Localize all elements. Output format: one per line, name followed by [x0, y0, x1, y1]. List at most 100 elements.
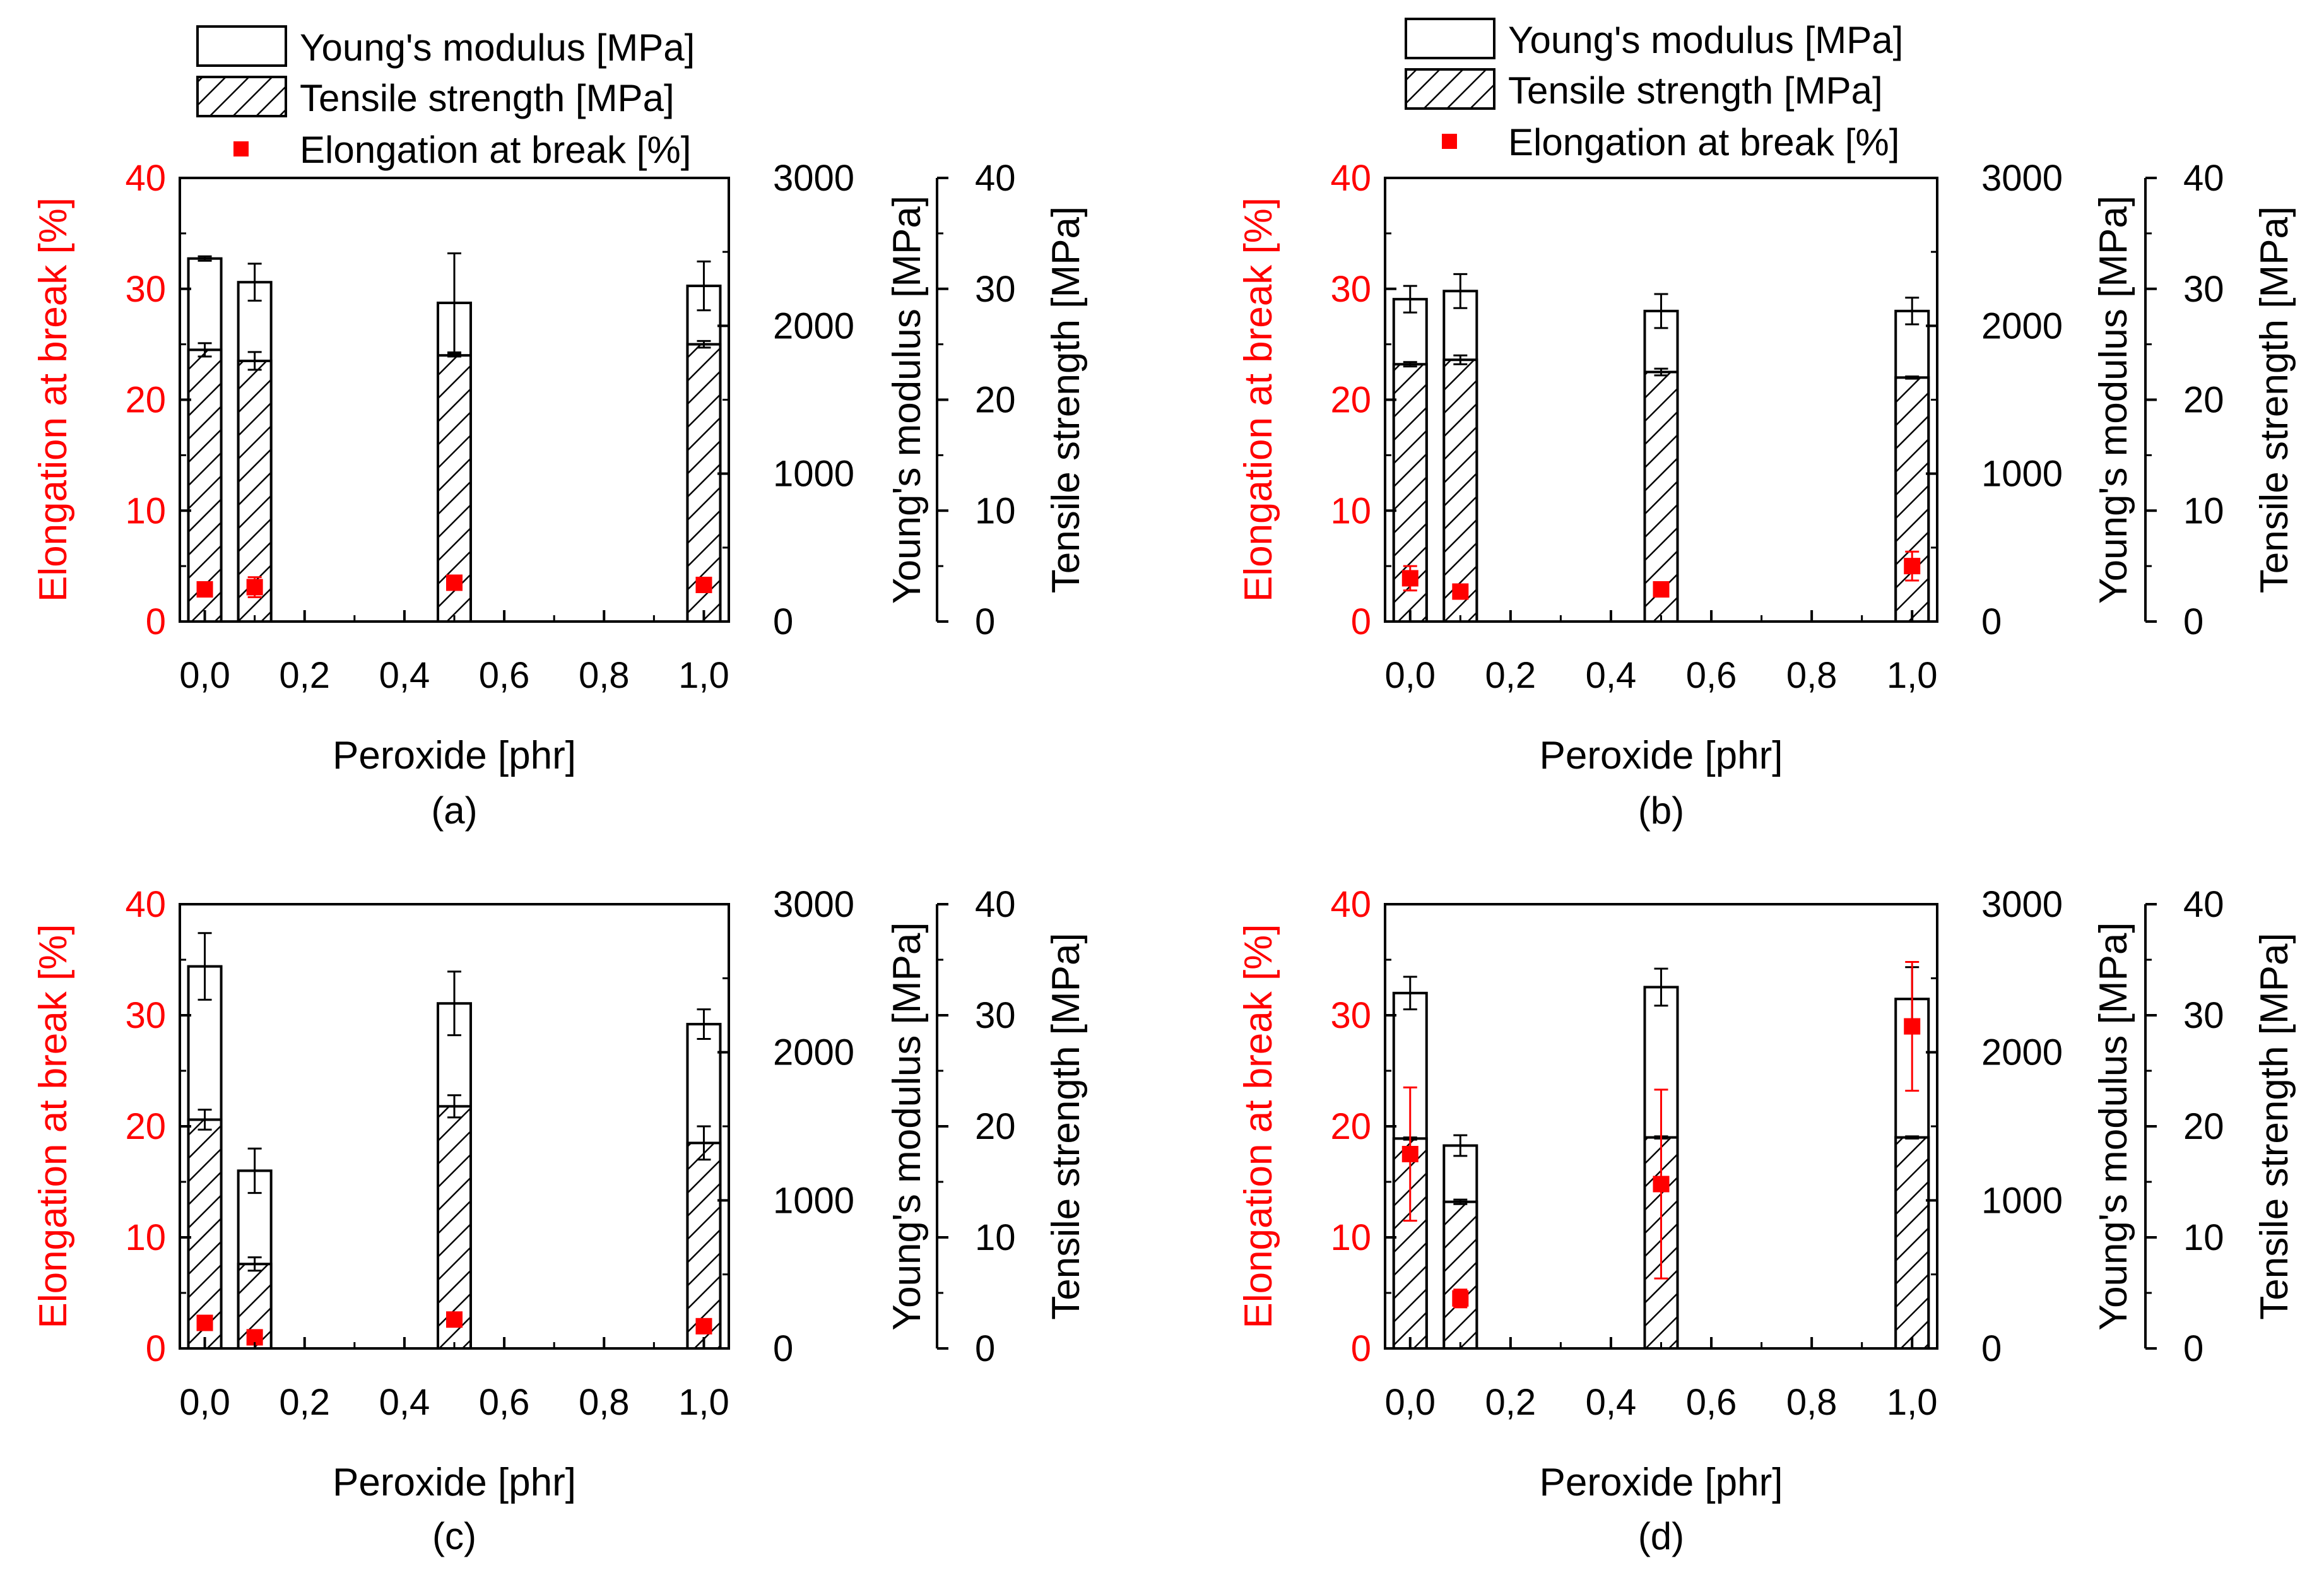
x-axis-tick-label: 1,0 — [1887, 655, 1938, 696]
youngs-axis-tick-label: 2000 — [1981, 1032, 2063, 1073]
youngs-axis-tick-label: 3000 — [773, 884, 854, 925]
elongation-marker — [1452, 1290, 1469, 1307]
tensile-axis-label: Tensile strength [MPa] — [1044, 206, 1088, 593]
legend-a-elongation-label: Elongation at break [%] — [300, 129, 691, 171]
youngs-axis-label: Young's modulus [MPa] — [2092, 922, 2135, 1330]
tensile-axis-label: Tensile strength [MPa] — [1044, 933, 1088, 1319]
left-axis-tick-label: 10 — [1330, 1217, 1371, 1258]
elongation-marker — [695, 577, 712, 594]
legend-a-youngs-label: Young's modulus [MPa] — [300, 27, 695, 69]
youngs-axis-tick-label: 2000 — [773, 1032, 854, 1073]
tensile-axis-tick-label: 40 — [975, 158, 1016, 199]
elongation-marker — [446, 574, 463, 591]
tensile-bar — [1442, 1200, 1478, 1350]
legend-b-elongation-marker — [1442, 134, 1457, 149]
x-axis-label: Peroxide [phr] — [1540, 734, 1783, 777]
left-axis-label: Elongation at break [%] — [32, 198, 75, 602]
tensile-bar — [187, 1118, 223, 1350]
tensile-axis-tick-label: 30 — [2183, 269, 2224, 310]
legend-a-tensile-label: Tensile strength [MPa] — [300, 77, 675, 119]
tensile-axis-tick-label: 10 — [2183, 490, 2224, 531]
youngs-axis-tick-label: 3000 — [1981, 158, 2063, 199]
left-axis-tick-label: 10 — [125, 1217, 166, 1258]
youngs-axis-label: Young's modulus [MPa] — [885, 922, 929, 1330]
tensile-axis-tick-label: 20 — [2183, 1106, 2224, 1147]
left-axis-tick-label: 0 — [146, 601, 166, 642]
elongation-marker — [446, 1311, 463, 1328]
x-axis-tick-label: 1,0 — [1887, 1382, 1938, 1423]
left-axis-tick-label: 40 — [125, 884, 166, 925]
tensile-axis-tick-label: 10 — [975, 1217, 1016, 1258]
x-axis-tick-label: 0,0 — [179, 1382, 230, 1423]
elongation-marker — [1904, 558, 1921, 575]
tensile-axis-tick-label: 0 — [2183, 601, 2203, 642]
x-axis-tick-label: 0,6 — [479, 655, 530, 696]
left-axis-tick-label: 40 — [125, 158, 166, 199]
youngs-axis-tick-label: 1000 — [1981, 1180, 2063, 1221]
x-axis-tick-label: 0,6 — [1686, 1382, 1737, 1423]
x-axis-tick-label: 0,4 — [379, 655, 430, 696]
left-axis-tick-label: 20 — [1330, 380, 1371, 421]
tensile-axis-label: Tensile strength [MPa] — [2253, 933, 2296, 1319]
x-axis-label: Peroxide [phr] — [1540, 1461, 1783, 1504]
x-axis-tick-label: 0,8 — [1786, 655, 1837, 696]
tensile-bar — [1442, 358, 1478, 623]
youngs-axis-tick-label: 1000 — [773, 454, 854, 495]
left-axis-tick-label: 10 — [1330, 490, 1371, 531]
elongation-marker — [1401, 570, 1419, 587]
tensile-bar — [1894, 376, 1930, 623]
panel-label: (c) — [432, 1515, 476, 1557]
panel-label: (a) — [431, 789, 477, 832]
panel-label: (d) — [1638, 1515, 1684, 1557]
left-axis-tick-label: 40 — [1330, 884, 1371, 925]
x-axis-tick-label: 0,2 — [279, 1382, 330, 1423]
youngs-axis-tick-label: 0 — [1981, 1328, 2002, 1369]
tensile-axis-tick-label: 30 — [2183, 995, 2224, 1036]
youngs-axis-tick-label: 0 — [773, 1328, 793, 1369]
left-axis-tick-label: 20 — [1330, 1106, 1371, 1147]
left-axis-tick-label: 0 — [1351, 601, 1371, 642]
legend-b: Young's modulus [MPa] Tensile strength [… — [1405, 18, 1903, 163]
tensile-axis-tick-label: 30 — [975, 995, 1016, 1036]
left-axis-tick-label: 30 — [125, 269, 166, 310]
tensile-axis-tick-label: 0 — [2183, 1328, 2203, 1369]
tensile-axis-tick-label: 20 — [2183, 380, 2224, 421]
youngs-axis-tick-label: 3000 — [773, 158, 854, 199]
elongation-marker — [695, 1318, 712, 1335]
panel-a: 0 10 20 30 40 0 1000 2000 3000 0 10 20 30 40 0,0 0,2 0,4… — [32, 158, 1088, 832]
left-axis-tick-label: 20 — [125, 380, 166, 421]
legend-a: Young's modulus [MPa] Tensile strength [… — [196, 25, 695, 171]
left-axis-label: Elongation at break [%] — [32, 924, 75, 1328]
x-axis-tick-label: 0,0 — [1384, 655, 1436, 696]
youngs-axis-tick-label: 1000 — [773, 1180, 854, 1221]
legend-b-youngs-label: Young's modulus [MPa] — [1508, 19, 1903, 61]
elongation-marker — [196, 1314, 213, 1331]
tensile-axis-tick-label: 10 — [975, 490, 1016, 531]
youngs-axis-tick-label: 2000 — [773, 305, 854, 346]
left-axis-tick-label: 40 — [1330, 158, 1371, 199]
elongation-marker — [196, 581, 213, 598]
legend-b-elongation-label: Elongation at break [%] — [1508, 121, 1899, 163]
x-axis-tick-label: 0,6 — [1686, 655, 1737, 696]
x-axis-tick-label: 0,4 — [379, 1382, 430, 1423]
x-axis-tick-label: 0,2 — [1485, 655, 1537, 696]
tensile-bar — [187, 348, 223, 623]
x-axis-tick-label: 0,8 — [579, 1382, 630, 1423]
tensile-axis-tick-label: 10 — [2183, 1217, 2224, 1258]
x-axis-tick-label: 0,2 — [279, 655, 330, 696]
elongation-marker — [1452, 583, 1469, 600]
x-axis-tick-label: 0,4 — [1586, 1382, 1637, 1423]
elongation-marker — [1401, 1146, 1419, 1162]
youngs-axis-tick-label: 0 — [1981, 601, 2002, 642]
x-axis-tick-label: 1,0 — [678, 655, 729, 696]
tensile-axis-tick-label: 40 — [2183, 884, 2224, 925]
tensile-bar — [1894, 1136, 1930, 1350]
x-axis-label: Peroxide [phr] — [333, 734, 576, 777]
youngs-axis-tick-label: 1000 — [1981, 454, 2063, 495]
left-axis-tick-label: 30 — [125, 995, 166, 1036]
left-axis-tick-label: 0 — [146, 1328, 166, 1369]
left-axis-label: Elongation at break [%] — [1237, 198, 1280, 602]
tensile-axis-tick-label: 40 — [975, 884, 1016, 925]
panel-b: 0 10 20 30 40 0 1000 2000 3000 0 10 20 30 40 0,0 0,2 0,4… — [1237, 158, 2296, 832]
